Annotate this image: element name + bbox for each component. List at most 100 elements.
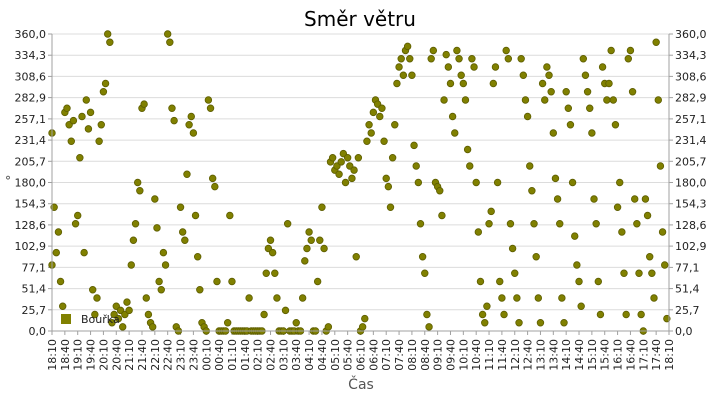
data-point [605, 79, 613, 88]
data-point [125, 306, 133, 315]
data-point [376, 112, 384, 121]
data-point [637, 310, 645, 319]
x-tick-label: 06:40 [367, 339, 380, 371]
data-point [504, 55, 513, 63]
data-point [564, 104, 573, 112]
x-tick-label: 23:40 [187, 339, 200, 371]
x-tick-label: 21:40 [136, 339, 149, 371]
data-point [596, 310, 605, 319]
data-point [523, 112, 532, 121]
data-point [498, 294, 506, 302]
x-tick-label: 09:40 [444, 339, 457, 371]
data-point [635, 269, 643, 277]
data-point [421, 269, 429, 277]
y-tick-label: 334,3 [15, 49, 47, 62]
data-point [543, 63, 551, 71]
data-point [652, 38, 660, 46]
x-tick-label: 13:10 [534, 339, 547, 371]
x-tick-label: 19:40 [85, 339, 98, 371]
data-point [133, 178, 142, 187]
y-tick-label: 102,9 [675, 240, 707, 253]
data-point [350, 166, 358, 174]
data-point [386, 203, 395, 211]
data-point [95, 137, 103, 145]
data-point [361, 314, 369, 323]
data-point [196, 286, 204, 294]
data-point [335, 170, 343, 178]
y-tick-label: 51,4 [675, 283, 700, 296]
data-point [52, 248, 60, 257]
data-point [611, 121, 620, 129]
y-tick-label: 205,7 [15, 155, 47, 168]
data-point [163, 30, 172, 38]
data-point [211, 182, 219, 191]
data-point [594, 277, 603, 286]
y-tick-label: 180,0 [675, 177, 707, 190]
y-tick-label: 282,9 [675, 92, 707, 105]
x-tick-label: 12:40 [522, 339, 535, 371]
data-point [626, 46, 635, 55]
data-point [108, 319, 116, 327]
data-point [412, 162, 420, 170]
data-point [538, 79, 547, 88]
data-point [491, 63, 500, 71]
data-point [620, 269, 628, 277]
data-point [661, 261, 669, 269]
data-point [136, 187, 144, 195]
y-tick-labels-left: 0,0 25,7 51,4 77,1 102,9 128,6 154,3 180,0 205,7… [15, 28, 47, 338]
data-point [223, 319, 232, 327]
data-point [104, 30, 112, 38]
data-point [427, 55, 435, 63]
data-point [343, 154, 352, 162]
data-point [89, 286, 97, 294]
data-point [656, 162, 665, 170]
data-point [71, 220, 80, 228]
data-point [425, 323, 433, 331]
x-tick-label: 00:40 [213, 339, 226, 371]
x-tick-label: 14:10 [560, 339, 573, 371]
y-tick-label: 102,9 [15, 240, 47, 253]
y-tick-label: 128,6 [15, 219, 47, 232]
data-point [193, 253, 202, 261]
data-point [648, 269, 656, 277]
data-point [416, 220, 425, 228]
data-point [410, 141, 418, 150]
data-point [553, 195, 562, 203]
data-point [301, 257, 309, 265]
data-point [536, 319, 545, 327]
data-point [453, 46, 461, 55]
data-point [59, 302, 67, 310]
x-tick-label: 22:10 [149, 339, 162, 371]
data-point [478, 310, 487, 319]
y-tick-label: 308,6 [15, 70, 47, 83]
y-tick-label: 282,9 [15, 92, 47, 105]
data-point [74, 211, 82, 220]
y-tick-label: 334,3 [675, 49, 707, 62]
data-point [429, 46, 438, 55]
data-point [558, 294, 566, 302]
data-point [159, 248, 168, 257]
data-point [506, 220, 515, 228]
data-point [641, 195, 650, 203]
data-point [298, 294, 307, 302]
data-point [208, 174, 217, 183]
data-point [397, 55, 405, 63]
data-point [283, 220, 292, 228]
data-point [455, 55, 463, 63]
data-point [545, 71, 553, 79]
data-point [502, 46, 510, 55]
x-tick-label: 18:10 [46, 339, 59, 371]
data-point [481, 319, 489, 327]
data-point [86, 108, 95, 117]
x-tick-label: 08:40 [419, 339, 432, 371]
data-point [187, 112, 195, 121]
data-point [517, 55, 525, 63]
data-point [590, 195, 598, 203]
x-tick-label: 08:10 [406, 339, 419, 371]
data-point [56, 277, 65, 286]
data-point [628, 88, 637, 96]
data-point [511, 269, 519, 277]
data-point [91, 310, 99, 319]
data-point [466, 162, 474, 170]
data-point [583, 88, 592, 96]
